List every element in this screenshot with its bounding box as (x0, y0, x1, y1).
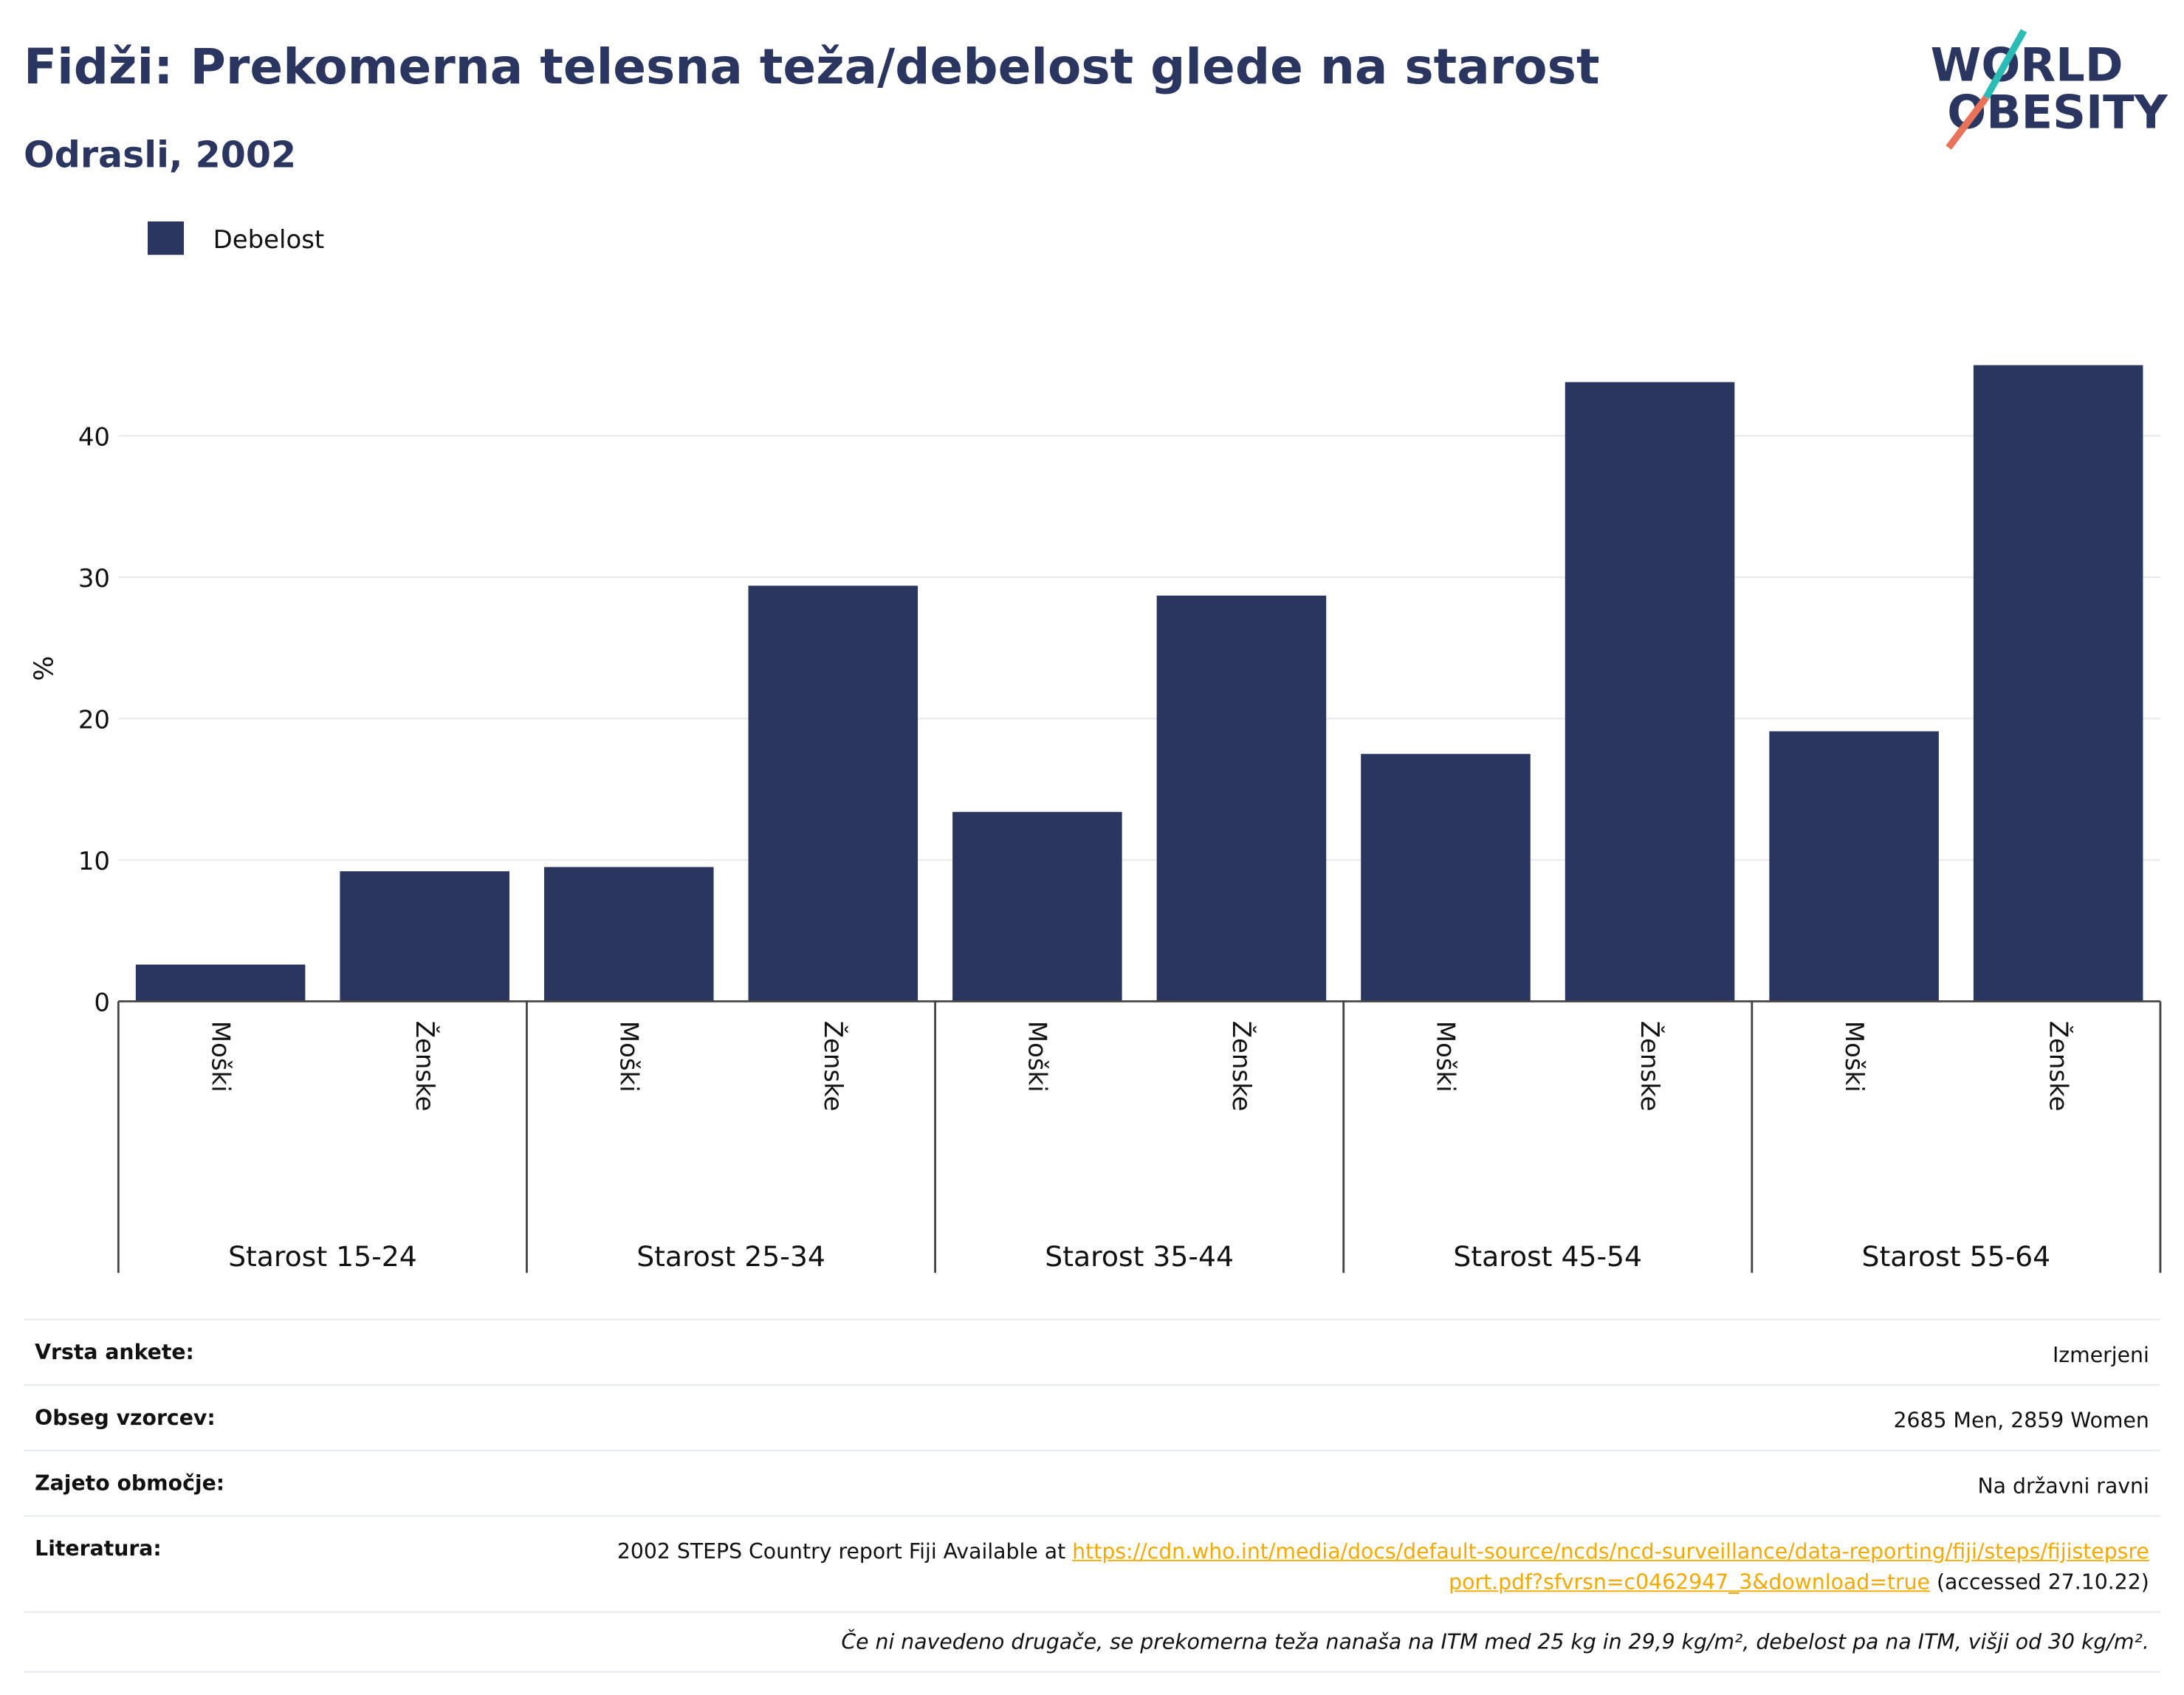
bar (1973, 365, 2143, 1002)
x-tick-label: Ženske (1226, 1021, 1257, 1112)
info-value: Izmerjeni (2052, 1342, 2149, 1368)
x-tick-label: Moški (1431, 1021, 1460, 1093)
info-row: Literatura: 2002 STEPS Country report Fij… (24, 1515, 2160, 1611)
group-label: Starost 25-34 (636, 1240, 825, 1273)
x-tick-label: Moški (614, 1021, 643, 1093)
logo-slash (1983, 29, 2027, 100)
logo-text: WORLD (1931, 38, 2123, 92)
bar (135, 964, 306, 1002)
bar (1156, 595, 1327, 1002)
info-label: Zajeto območje: (35, 1471, 225, 1496)
logo-text: OBESITY (1947, 86, 2168, 140)
info-label: Literatura: (35, 1536, 162, 1561)
chart-subtitle: Odrasli, 2002 (24, 133, 296, 176)
x-tick-label: Moški (1023, 1021, 1052, 1093)
group-label: Starost 55-64 (1862, 1240, 2051, 1273)
group-label: Starost 35-44 (1045, 1240, 1234, 1273)
y-tick-label: 0 (94, 989, 110, 1018)
group-label: Starost 15-24 (228, 1240, 417, 1273)
bar (952, 811, 1122, 1002)
info-value: 2002 STEPS Country report Fiji Available… (617, 1536, 2149, 1598)
bar (748, 585, 918, 1002)
y-axis-label: % (30, 656, 60, 681)
info-value: Na državni ravni (1977, 1473, 2149, 1499)
group-label: Starost 45-54 (1453, 1240, 1642, 1273)
chart: Fidži: Prekomerna telesna teža/debelost … (24, 29, 2168, 1273)
y-tick-label: 20 (78, 706, 110, 735)
legend-label: Debelost (213, 225, 325, 255)
info-table: Vrsta ankete: Izmerjeni Obseg vzorcev: 2685… (24, 1318, 2160, 1673)
info-row: Zajeto območje: Na državni ravni (24, 1449, 2160, 1516)
info-row: Obseg vzorcev: 2685 Men, 2859 Women (24, 1384, 2160, 1450)
bar (1769, 731, 1939, 1002)
x-tick-label: Moški (205, 1021, 235, 1093)
x-tick-label: Moški (1839, 1021, 1869, 1093)
y-tick-label: 30 (78, 564, 110, 594)
info-value: 2685 Men, 2859 Women (1893, 1408, 2149, 1434)
chart-title: Fidži: Prekomerna telesna teža/debelost … (24, 38, 1599, 95)
info-label: Vrsta ankete: (35, 1339, 194, 1365)
reference-text: 2002 STEPS Country report Fiji Available… (617, 1538, 1066, 1564)
info-row: Vrsta ankete: Izmerjeni (24, 1318, 2160, 1384)
x-tick-label: Ženske (1635, 1021, 1665, 1112)
bar (1361, 754, 1531, 1002)
y-tick-label: 10 (78, 847, 110, 876)
info-label: Obseg vzorcev: (35, 1405, 216, 1431)
bar (543, 867, 714, 1002)
reference-accessed: (accessed 27.10.22) (1937, 1569, 2149, 1595)
x-tick-label: Ženske (818, 1021, 848, 1112)
logo-slash (1946, 95, 1989, 150)
footnote: Če ni navedeno drugače, se prekomerna te… (24, 1611, 2160, 1673)
bar (1565, 382, 1735, 1002)
bar (340, 871, 509, 1002)
legend-swatch (147, 221, 185, 255)
x-tick-label: Ženske (410, 1021, 440, 1112)
reference-link[interactable]: https://cdn.who.int/media/docs/default-s… (1072, 1538, 2149, 1595)
x-tick-label: Ženske (2043, 1021, 2073, 1112)
y-tick-label: 40 (78, 423, 110, 453)
